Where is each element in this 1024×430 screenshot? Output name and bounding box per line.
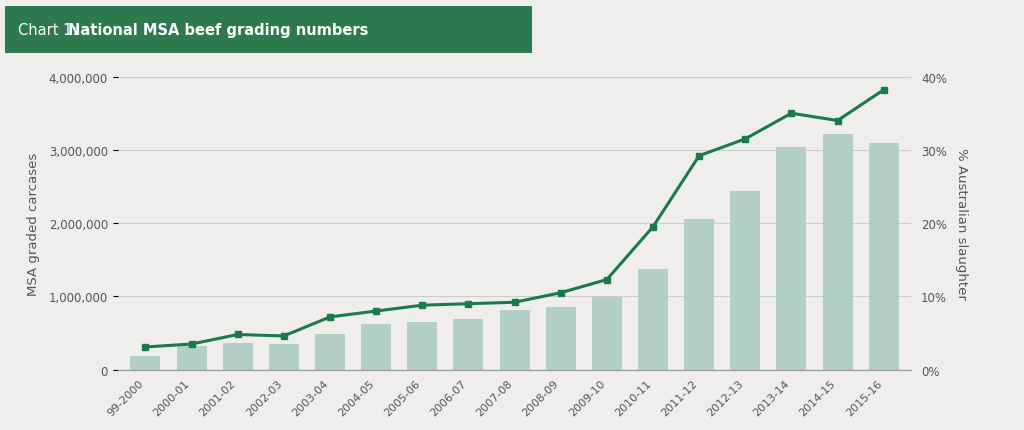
Bar	[176, 346, 207, 370]
Bar	[361, 325, 391, 370]
Bar	[223, 343, 253, 370]
Bar	[315, 334, 345, 370]
Bar	[130, 356, 161, 370]
Bar	[592, 298, 622, 370]
Bar	[638, 270, 668, 370]
Bar	[546, 307, 575, 370]
Bar	[730, 191, 760, 370]
Bar	[868, 144, 899, 370]
Text: National MSA beef grading numbers: National MSA beef grading numbers	[68, 23, 368, 38]
Bar	[454, 319, 483, 370]
Y-axis label: % Australian slaughter: % Australian slaughter	[955, 148, 969, 299]
Bar	[500, 310, 529, 370]
Bar	[822, 135, 853, 370]
Bar	[684, 220, 714, 370]
Text: Chart 1:: Chart 1:	[18, 23, 82, 38]
Bar	[408, 322, 437, 370]
Y-axis label: MSA graded carcases: MSA graded carcases	[28, 152, 41, 295]
Bar	[269, 344, 299, 370]
Bar	[776, 147, 806, 370]
